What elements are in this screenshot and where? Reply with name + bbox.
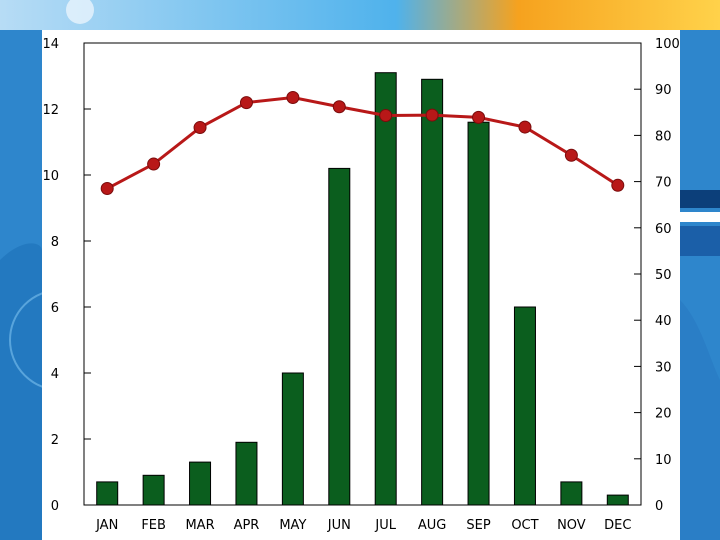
x-tick-label: MAY [279,518,306,533]
line-point [425,108,439,122]
x-tick-label: AUG [418,518,446,533]
right-tick-label: 0 [655,499,663,514]
bar [142,474,165,506]
line-point [611,178,625,192]
right-tick-label: 10 [655,453,672,468]
line-point [286,91,300,105]
line-point [239,96,253,110]
right-tick-label: 50 [655,268,672,283]
x-tick-label: OCT [511,518,538,533]
x-tick-label: JAN [95,518,118,533]
line-point [147,157,161,171]
x-tick-label: JUL [374,518,396,533]
bar [96,481,119,506]
left-tick-label: 2 [51,433,59,448]
right-tick-label: 20 [655,407,672,422]
bar [421,78,444,506]
x-tick-label: FEB [141,518,166,533]
left-tick-label: 14 [42,37,59,52]
x-tick-label: SEP [466,518,490,533]
right-tick-label: 80 [655,129,672,144]
line-series [100,91,625,196]
chart-panel [42,30,680,540]
right-tick-label: 30 [655,360,672,375]
right-tick-label: 60 [655,222,672,237]
right-tick-label: 70 [655,176,672,191]
bar [374,72,397,506]
bar [328,167,351,506]
left-tick-label: 4 [51,367,59,382]
line-point [332,100,346,114]
left-tick-label: 12 [42,103,59,118]
right-tick-label: 40 [655,314,672,329]
bar [281,372,304,506]
bar [513,306,536,506]
x-tick-label: APR [234,518,260,533]
x-tick-label: JUN [327,518,351,533]
left-tick-label: 6 [51,301,59,316]
x-tick-label: NOV [557,518,586,533]
line-point [472,110,486,124]
right-tick-label: 90 [655,83,672,98]
line-point [100,182,114,196]
bar [189,461,212,506]
bar [235,441,258,506]
line-point [564,148,578,162]
left-tick-label: 0 [51,499,59,514]
line-point [518,120,532,134]
line-point [193,121,207,135]
tick-labels: 0 2 4 6 8 10 12 14 0 10 20 30 40 50 60 70 80 90 100 JAN FEB M… [42,37,679,533]
left-tick-label: 10 [42,169,59,184]
bar [560,481,583,506]
bar-series [96,72,629,506]
left-tick-label: 8 [51,235,59,250]
right-tick-label: 100 [655,37,680,52]
line-path [106,95,619,190]
line-point [379,109,393,123]
x-tick-label: MAR [185,518,214,533]
x-tick-label: DEC [604,518,631,533]
bar [467,121,490,506]
bar [606,494,629,506]
